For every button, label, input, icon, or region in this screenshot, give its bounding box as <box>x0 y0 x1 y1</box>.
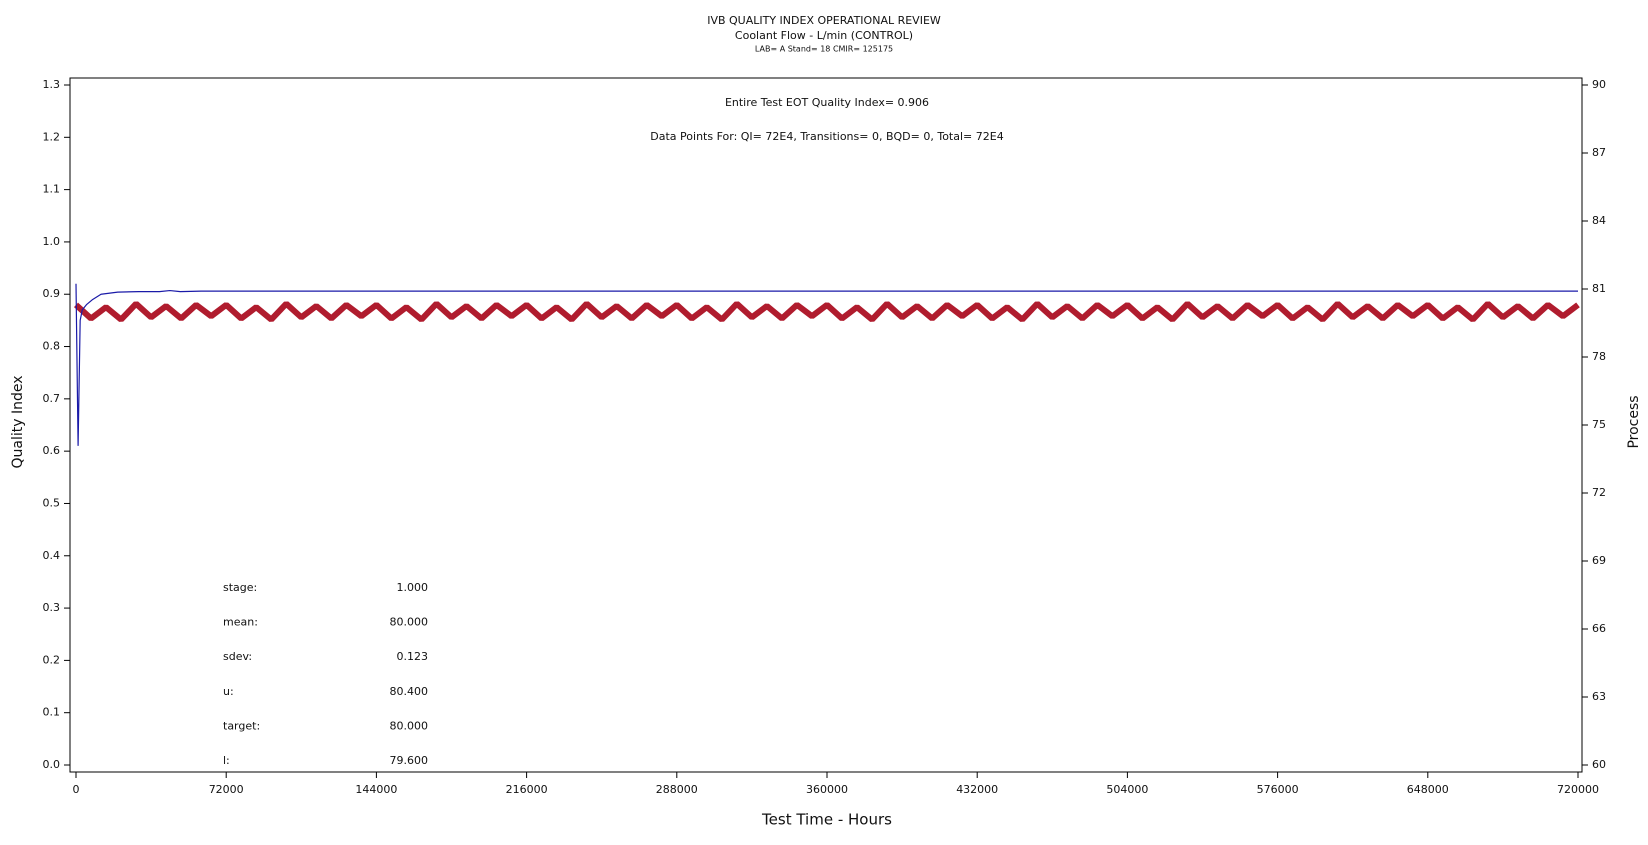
annotation: Data Points For: QI= 72E4, Transitions= … <box>650 130 1003 143</box>
plot-frame <box>69 77 1583 773</box>
x-tick-label: 504000 <box>1106 783 1148 796</box>
stat-value: 80.400 <box>390 685 429 698</box>
x-tick-label: 648000 <box>1407 783 1449 796</box>
x-tick-label: 144000 <box>355 783 397 796</box>
stat-value: 80.000 <box>390 719 429 732</box>
annotation: Entire Test EOT Quality Index= 0.906 <box>725 96 929 109</box>
chart-subtitle: Coolant Flow - L/min (CONTROL) <box>735 29 913 42</box>
y2-tick-label: 87 <box>1592 146 1606 159</box>
stat-label: l: <box>223 754 230 767</box>
y-tick-label: 1.3 <box>43 78 61 91</box>
y-tick-label: 0.1 <box>43 706 61 719</box>
y2-tick-label: 72 <box>1592 486 1606 499</box>
stat-label: stage: <box>223 581 257 594</box>
x-tick-label: 72000 <box>209 783 244 796</box>
x-axis-label: Test Time - Hours <box>761 811 892 829</box>
stat-label: target: <box>223 719 260 732</box>
y-tick-label: 1.0 <box>43 235 61 248</box>
stat-label: sdev: <box>223 650 252 663</box>
x-tick-label: 720000 <box>1557 783 1599 796</box>
y-tick-label: 0.5 <box>43 496 61 509</box>
chart-title: IVB QUALITY INDEX OPERATIONAL REVIEW <box>707 14 941 27</box>
x-tick-label: 576000 <box>1257 783 1299 796</box>
y2-tick-label: 75 <box>1592 418 1606 431</box>
y-tick-label: 0.0 <box>43 758 61 771</box>
y2-tick-label: 84 <box>1592 214 1606 227</box>
series-line <box>75 283 1578 446</box>
stat-label: u: <box>223 685 234 698</box>
y-tick-label: 0.7 <box>43 392 61 405</box>
y-axis-label: Quality Index <box>10 375 26 468</box>
y2-tick-label: 81 <box>1592 282 1606 295</box>
y-tick-label: 0.4 <box>43 549 61 562</box>
x-tick-label: 288000 <box>656 783 698 796</box>
y-tick-label: 0.8 <box>43 340 61 353</box>
y-tick-label: 0.3 <box>43 601 61 614</box>
x-tick-label: 432000 <box>956 783 998 796</box>
y2-axis-label: Process <box>1626 395 1642 448</box>
y2-tick-label: 69 <box>1592 554 1606 567</box>
stat-label: mean: <box>223 616 258 629</box>
x-tick-label: 216000 <box>506 783 548 796</box>
y2-tick-label: 90 <box>1592 78 1606 91</box>
y2-tick-label: 78 <box>1592 350 1606 363</box>
y-tick-label: 0.2 <box>43 653 61 666</box>
y-tick-label: 0.9 <box>43 287 61 300</box>
y2-tick-label: 60 <box>1592 758 1606 771</box>
stat-value: 79.600 <box>390 754 429 767</box>
y2-tick-label: 63 <box>1592 690 1606 703</box>
y2-tick-label: 66 <box>1592 622 1606 635</box>
y-tick-label: 1.1 <box>43 183 61 196</box>
stat-value: 80.000 <box>390 616 429 629</box>
y-tick-label: 1.2 <box>43 130 61 143</box>
stat-value: 0.123 <box>397 650 429 663</box>
x-tick-label: 0 <box>73 783 80 796</box>
stat-value: 1.000 <box>397 581 429 594</box>
chart-caption: LAB= A Stand= 18 CMIR= 125175 <box>755 45 893 54</box>
y-tick-label: 0.6 <box>43 444 61 457</box>
x-tick-label: 360000 <box>806 783 848 796</box>
series-line <box>73 301 1580 322</box>
